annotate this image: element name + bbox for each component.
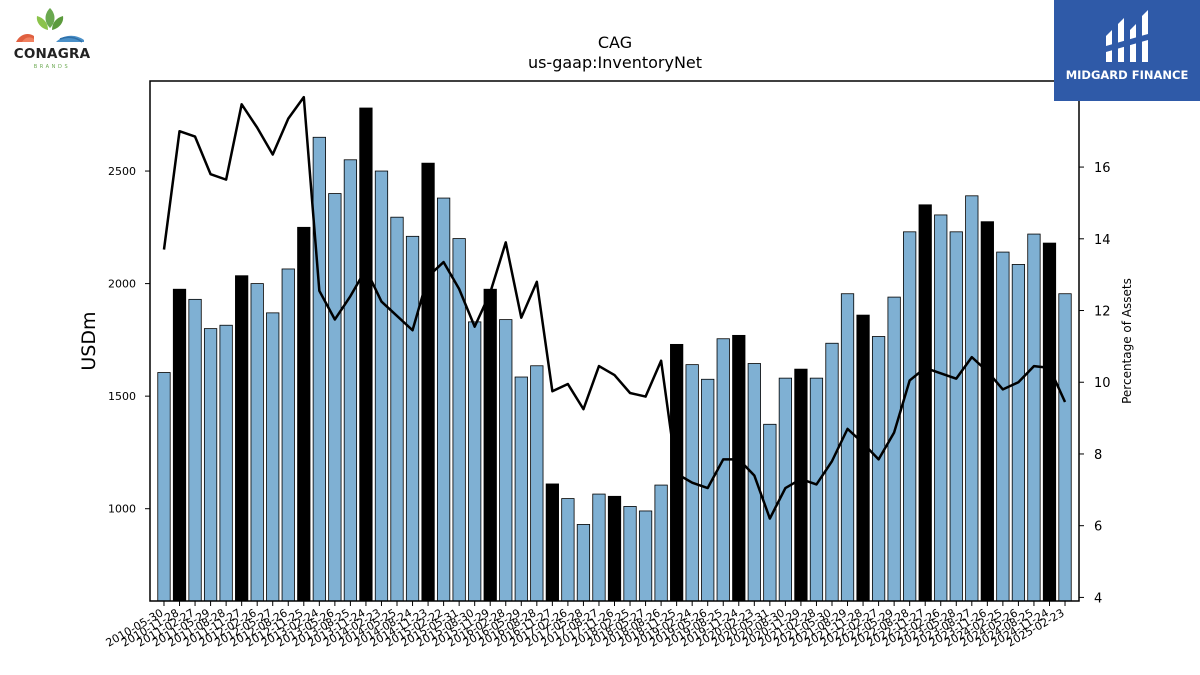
bar-series: [157, 107, 1072, 602]
bar: [312, 136, 326, 602]
bar: [452, 238, 466, 602]
x-axis: 2010-05-302010-11-282011-02-272011-05-29…: [104, 601, 1067, 650]
bar: [871, 336, 886, 602]
y2-tick-label: 10: [1094, 376, 1111, 391]
chart-title: CAG: [598, 33, 632, 52]
leaf-sun-icon: [16, 8, 84, 43]
bar: [934, 214, 948, 602]
bar: [374, 170, 389, 602]
y-axis-left: 1000 1500 2000 2500: [108, 165, 150, 516]
conagra-sub: BRANDS: [33, 64, 71, 70]
bar: [825, 342, 839, 602]
conagra-name: CONAGRA: [13, 46, 91, 62]
bar: [607, 495, 622, 602]
bar: [732, 334, 746, 602]
bar: [250, 283, 264, 602]
bar: [359, 107, 373, 602]
bar: [203, 328, 218, 602]
bar: [266, 312, 280, 602]
bar: [545, 483, 559, 602]
bar: [405, 235, 420, 602]
y2-tick-label: 6: [1094, 520, 1102, 535]
bar: [172, 288, 187, 602]
bar: [390, 216, 404, 602]
bar: [343, 159, 358, 602]
y-tick-label: 1500: [108, 390, 136, 403]
midgard-name: MIDGARD FINANCE: [1065, 68, 1189, 82]
bar: [328, 193, 342, 602]
midgard-logo: MIDGARD FINANCE: [1054, 0, 1200, 101]
bar: [576, 524, 591, 602]
y-tick-label: 2000: [108, 278, 136, 291]
y-axis-label: USDm: [78, 311, 100, 370]
bar: [157, 372, 171, 602]
bar: [592, 493, 606, 602]
bar: [219, 324, 233, 602]
y-tick-label: 1000: [108, 503, 136, 516]
conagra-logo: CONAGRA BRANDS: [4, 6, 100, 72]
chart-subtitle: us-gaap:InventoryNet: [528, 53, 702, 72]
y2-tick-label: 16: [1094, 161, 1111, 176]
bar: [514, 376, 528, 602]
y2-tick-label: 4: [1094, 591, 1102, 606]
bar: [623, 506, 637, 602]
bar: [530, 365, 544, 602]
bar: [654, 484, 668, 602]
bar: [483, 288, 497, 602]
bar: [188, 298, 202, 602]
bar: [996, 251, 1010, 602]
y2-tick-label: 14: [1094, 233, 1111, 248]
bar: [840, 293, 855, 602]
y-tick-label: 2500: [108, 165, 136, 178]
y2-axis-label: Percentage of Assets: [1120, 278, 1134, 404]
bar: [235, 275, 249, 602]
midgard-mark-icon: [1054, 0, 1200, 101]
bar: [468, 321, 482, 602]
bar: [903, 231, 917, 602]
bar: [1058, 293, 1072, 602]
bar: [949, 231, 963, 602]
bar: [701, 378, 715, 602]
bar: [297, 226, 311, 602]
bar: [436, 197, 451, 602]
bar: [1027, 233, 1041, 602]
bar: [638, 510, 653, 602]
bar: [794, 368, 808, 602]
bar: [887, 296, 901, 602]
bar: [809, 377, 824, 602]
y-axis-right: 4681012141618: [1079, 89, 1111, 606]
bar: [856, 314, 870, 602]
percentage-line: [162, 95, 1067, 520]
bar: [421, 162, 435, 602]
bar: [499, 319, 513, 602]
bar: [918, 204, 932, 602]
bar: [965, 195, 979, 602]
bar: [561, 498, 575, 602]
bar: [980, 221, 994, 602]
y2-tick-label: 12: [1094, 305, 1111, 320]
y2-tick-label: 8: [1094, 448, 1102, 463]
bar: [1011, 264, 1026, 602]
bar: [1042, 242, 1057, 602]
bar: [747, 363, 761, 602]
bar: [281, 268, 295, 602]
